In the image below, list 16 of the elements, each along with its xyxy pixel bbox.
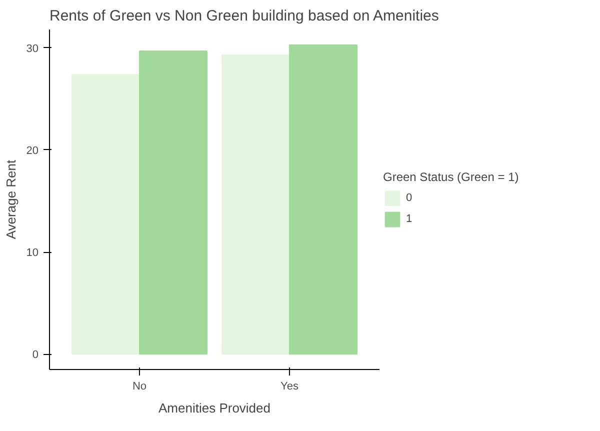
- y-axis-title: Average Rent: [3, 159, 18, 240]
- y-tick-label: 30: [26, 42, 39, 55]
- bar: [289, 44, 358, 355]
- legend-label: 1: [406, 213, 414, 225]
- bar: [72, 74, 140, 355]
- y-tick-label: 0: [32, 349, 39, 362]
- bar: [222, 54, 290, 355]
- x-tick-label: No: [132, 380, 147, 392]
- bar: [139, 50, 208, 355]
- y-tick-label: 20: [26, 144, 39, 157]
- x-axis-title: Amenities Provided: [158, 400, 270, 416]
- x-tick-label: Yes: [280, 380, 299, 392]
- legend-title: Green Status (Green = 1): [383, 170, 519, 184]
- chart-title: Rents of Green vs Non Green building based on Amenities: [50, 8, 439, 24]
- legend-label: 0: [406, 192, 414, 204]
- y-tick-label: 10: [26, 247, 39, 260]
